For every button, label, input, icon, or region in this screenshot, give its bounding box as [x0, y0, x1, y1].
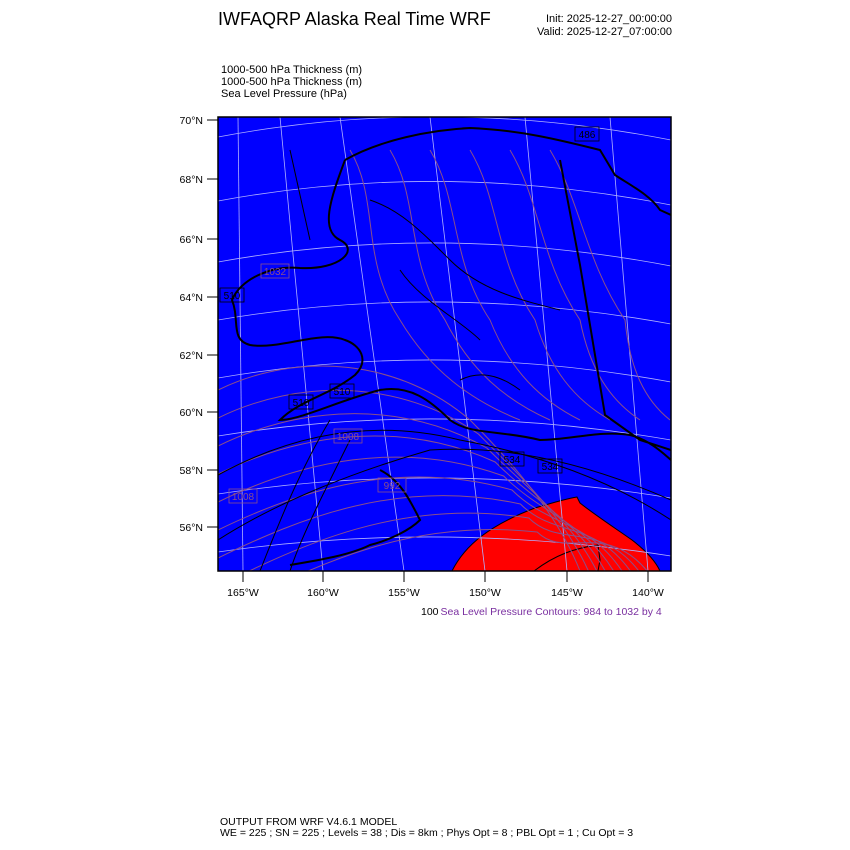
- lat-tick-label: 70°N: [180, 115, 203, 127]
- slp-label: 1008: [232, 492, 255, 503]
- slp-label-box: [228, 488, 258, 504]
- lon-tick-label: 160°W: [307, 587, 339, 599]
- field-slp: Sea Level Pressure (hPa): [221, 88, 347, 100]
- latitude-axis: 70°N 68°N 66°N 64°N 62°N 60°N 58°N 56°N: [180, 115, 218, 534]
- thickness-label-box: [219, 287, 245, 303]
- lon-tick-label: 155°W: [388, 587, 420, 599]
- thickness-label: 510: [334, 387, 351, 398]
- valid-time: Valid: 2025-12-27_07:00:00: [537, 26, 672, 38]
- init-time: Init: 2025-12-27_00:00:00: [546, 13, 672, 25]
- slp-label: 1032: [264, 267, 287, 278]
- plot-title: IWFAQRP Alaska Real Time WRF: [218, 9, 491, 29]
- lon-tick-label: 150°W: [469, 587, 501, 599]
- thickness-label: 534: [542, 462, 559, 473]
- map-frame: [217, 116, 672, 572]
- lat-tick-label: 68°N: [180, 174, 203, 186]
- longitude-axis: 165°W 160°W 155°W 150°W 145°W 140°W: [227, 571, 664, 599]
- lat-tick-label: 58°N: [180, 465, 203, 477]
- lat-tick-label: 60°N: [180, 407, 203, 419]
- lon-tick-label: 145°W: [551, 587, 583, 599]
- thickness-contours: [218, 149, 671, 571]
- slp-label-box: [260, 263, 290, 279]
- model-footer: OUTPUT FROM WRF V4.6.1 MODEL WE = 225 ; …: [220, 817, 633, 839]
- lat-tick-label: 66°N: [180, 234, 203, 246]
- thickness-label-box: [537, 458, 563, 474]
- slp-contour: [549, 149, 671, 421]
- slp-contour: [306, 529, 648, 571]
- slp-contours: [218, 149, 671, 571]
- time-info: Init: 2025-12-27_00:00:00 Valid: 2025-12…: [537, 13, 672, 39]
- thickness-label: 534: [504, 455, 521, 466]
- slp-contour: [247, 512, 640, 571]
- graticule: [218, 117, 671, 571]
- slp-contour: [218, 476, 623, 571]
- slp-contour: [469, 149, 611, 421]
- slp-label: 1008: [337, 432, 360, 443]
- footer-model: OUTPUT FROM WRF V4.6.1 MODEL: [220, 816, 398, 828]
- slp-contour: [509, 149, 641, 421]
- slp-contour: [349, 149, 521, 421]
- field-list: 1000-500 hPa Thickness (m) 1000-500 hPa …: [221, 64, 362, 100]
- thickness-contour: [533, 544, 601, 571]
- slp-contour: [389, 149, 551, 421]
- warm-fill-region: [451, 496, 661, 571]
- lakes-and-rivers: [369, 199, 561, 391]
- lat-tick-label: 56°N: [180, 522, 203, 534]
- slp-label-box: [377, 477, 407, 493]
- lon-tick-label: 165°W: [227, 587, 259, 599]
- lat-tick-label: 64°N: [180, 292, 203, 304]
- contour-info-label: Sea Level Pressure Contours: 984 to 1032…: [440, 606, 662, 618]
- field-thickness-2: 1000-500 hPa Thickness (m): [221, 76, 363, 88]
- footer-config: WE = 225 ; SN = 225 ; Levels = 38 ; Dis …: [220, 827, 634, 839]
- thickness-label-box: [329, 383, 355, 399]
- contour-labels: 510 510 510 534 534 486 1008 1008 992 1032: [219, 126, 600, 504]
- slp-label-box: [333, 428, 363, 444]
- thickness-label-box: [288, 394, 314, 410]
- slp-contour: [218, 365, 581, 571]
- thickness-label-box: [499, 451, 525, 467]
- slp-label: 992: [384, 481, 401, 492]
- thickness-label: 486: [579, 130, 596, 141]
- map-area: [218, 117, 671, 571]
- thickness-label: 510: [293, 398, 310, 409]
- alaska-coastline: [230, 126, 671, 566]
- contour-info: 100 Sea Level Pressure Contours: 984 to 1…: [421, 606, 662, 618]
- slp-contour: [218, 495, 631, 571]
- field-thickness-1: 1000-500 hPa Thickness (m): [221, 64, 363, 76]
- slp-contour: [218, 413, 598, 571]
- contour-info-prefix: 100: [421, 606, 439, 618]
- lat-tick-label: 62°N: [180, 350, 203, 362]
- thickness-label: 510: [224, 291, 241, 302]
- slp-contour: [429, 149, 581, 421]
- thickness-label-box: [574, 126, 600, 142]
- lon-tick-label: 140°W: [632, 587, 664, 599]
